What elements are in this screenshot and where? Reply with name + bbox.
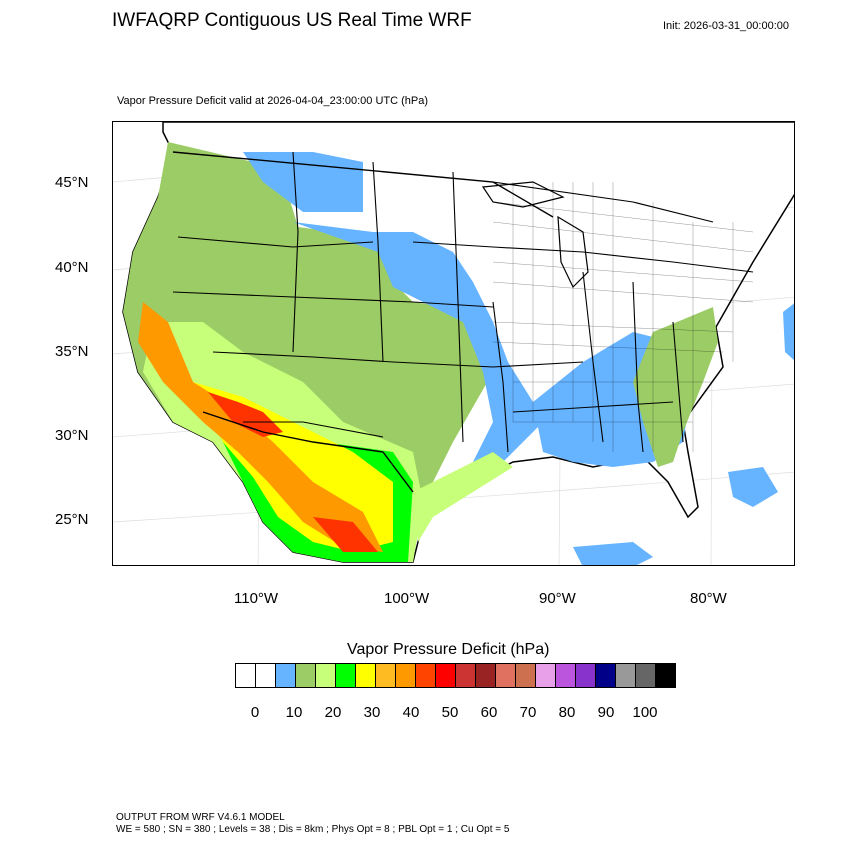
lat-label-35n: 35°N (55, 343, 89, 360)
colorbar-tick-label: 100 (632, 704, 658, 721)
gulf-water (573, 542, 653, 565)
colorbar-swatch (635, 663, 656, 688)
colorbar-swatch (415, 663, 436, 688)
us-mexico-border (202, 411, 414, 493)
mexico-red-vpd (313, 517, 378, 552)
colorbar-swatch (575, 663, 596, 688)
vpd-map (112, 121, 795, 566)
colorbar (235, 663, 676, 688)
bahamas-water (728, 467, 778, 507)
lon-label-90w: 90°W (539, 590, 576, 607)
colorbar-swatch (555, 663, 576, 688)
lat-label-25n: 25°N (55, 511, 89, 528)
colorbar-swatch (595, 663, 616, 688)
colorbar-swatch (495, 663, 516, 688)
colorbar-tick-label: 50 (441, 704, 459, 721)
colorbar-swatch (375, 663, 396, 688)
county-boundaries (492, 182, 754, 452)
colorbar-swatch (335, 663, 356, 688)
colorbar-tick-label: 90 (597, 704, 615, 721)
colorbar-swatch (295, 663, 316, 688)
colorbar-title: Vapor Pressure Deficit (hPa) (347, 641, 550, 658)
colorbar-tick-label: 80 (558, 704, 576, 721)
colorbar-swatch (315, 663, 336, 688)
us-canada-border (172, 151, 554, 218)
colorbar-swatch (535, 663, 556, 688)
colorbar-swatch (515, 663, 536, 688)
gulf-coast-vpd (413, 452, 513, 542)
lon-label-100w: 100°W (384, 590, 430, 607)
colorbar-tick-label: 40 (402, 704, 420, 721)
lon-label-110w: 110°W (234, 590, 279, 607)
lat-label-40n: 40°N (55, 259, 89, 276)
colorbar-swatch (355, 663, 376, 688)
colorbar-swatch (655, 663, 676, 688)
colorbar-tick-label: 10 (285, 704, 303, 721)
colorbar-tick-label: 60 (480, 704, 498, 721)
colorbar-tick-label: 0 (250, 704, 260, 721)
central-low-vpd (293, 222, 543, 472)
init-time-label: Init: 2026-03-31_00:00:00 (663, 20, 789, 32)
colorbar-tick-label: 30 (363, 704, 381, 721)
atlantic-water (783, 303, 794, 361)
model-info-line2: WE = 580 ; SN = 380 ; Levels = 38 ; Dis … (116, 824, 510, 835)
colorbar-tick-label: 20 (324, 704, 342, 721)
colorbar-swatch (455, 663, 476, 688)
colorbar-swatch (435, 663, 456, 688)
field-valid-time-label: Vapor Pressure Deficit valid at 2026-04-… (117, 95, 429, 107)
colorbar-swatch (475, 663, 496, 688)
lat-label-30n: 30°N (55, 427, 89, 444)
southwest-red-vpd (208, 392, 283, 437)
southwest-orange-vpd (138, 302, 383, 552)
chart-title: IWFAQRP Contiguous US Real Time WRF (112, 10, 472, 31)
southeast-moderate-vpd (633, 307, 718, 467)
lat-label-45n: 45°N (55, 174, 89, 191)
map-canvas (113, 122, 794, 565)
model-info-line1: OUTPUT FROM WRF V4.6.1 MODEL (116, 812, 285, 823)
colorbar-swatch (235, 663, 256, 688)
lon-label-80w: 80°W (690, 590, 727, 607)
colorbar-swatch (395, 663, 416, 688)
colorbar-tick-label: 70 (519, 704, 537, 721)
colorbar-swatch (275, 663, 296, 688)
colorbar-swatch (255, 663, 276, 688)
colorbar-swatch (615, 663, 636, 688)
